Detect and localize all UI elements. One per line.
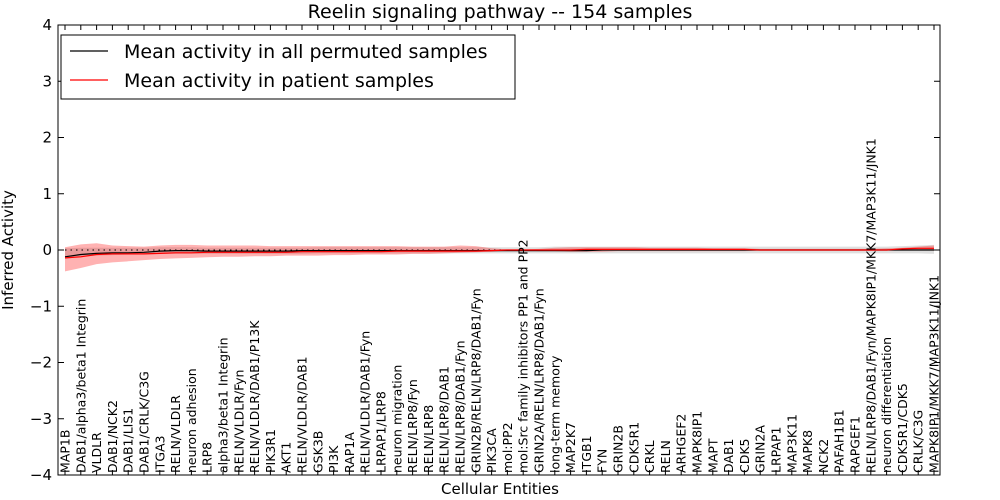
x-category-label: alpha3/beta1 Integrin <box>216 337 231 473</box>
x-category-label: RAPGEF1 <box>848 416 863 473</box>
y-tick-label: 1 <box>42 185 52 203</box>
x-category-label: DAB1/CRLK/C3G <box>137 371 152 473</box>
x-category-label: MAP1B <box>58 430 73 473</box>
x-category-label: GRIN2A/RELN/LRP8/DAB1/Fyn <box>532 288 547 473</box>
x-category-label: GRIN2A <box>753 425 768 473</box>
x-category-label: MAPK8IP1/MKK7/MAP3K11/JNK1 <box>927 275 942 473</box>
x-category-label: AKT1 <box>279 442 294 473</box>
x-category-label: MAPT <box>705 438 720 473</box>
y-tick-label: −2 <box>30 354 52 372</box>
x-category-label: RAP1A <box>342 432 357 473</box>
y-tick-label: 2 <box>42 129 52 147</box>
x-category-label: mol:Src family inhibitors PP1 and PP2 <box>516 239 531 473</box>
y-tick-label: −4 <box>30 466 52 484</box>
x-category-label: FYN <box>595 449 610 473</box>
x-category-label: CDK5R1/CDK5 <box>895 383 910 473</box>
x-category-label: MAPK8IP1 <box>690 411 705 473</box>
x-category-label: LRPAP1 <box>769 427 784 473</box>
x-category-label: PAFAH1B1 <box>832 409 847 473</box>
x-category-label: RELN/LRP8/DAB1/Fyn/MAPK8IP1/MKK7/MAP3K11… <box>863 138 878 473</box>
y-tick-label: 3 <box>42 72 52 90</box>
x-category-label: VLDLR <box>89 432 104 473</box>
x-category-label: ITGB1 <box>579 435 594 473</box>
x-category-label: LRP8 <box>200 442 215 473</box>
series-line-patient <box>64 247 934 259</box>
x-category-label: neuron migration <box>389 365 404 473</box>
x-axis-ticks <box>64 25 935 475</box>
x-category-label: RELN/VLDLR/DAB1 <box>295 356 310 473</box>
x-axis-labels: MAP1B DAB1/alpha3/beta1 Integrin VLDLR DAB1… <box>58 138 942 473</box>
series-lines <box>64 247 934 259</box>
x-category-label: GRIN2B/RELN/LRP8/DAB1/Fyn <box>468 288 483 473</box>
x-category-label: DAB1/LIS1 <box>121 408 136 473</box>
x-category-label: DAB1/NCK2 <box>105 400 120 473</box>
x-category-label: GSK3B <box>310 431 325 473</box>
x-category-label: PIK3R1 <box>263 429 278 473</box>
y-tick-label: −1 <box>30 297 52 315</box>
x-category-label: LRPAP1/LRP8 <box>374 391 389 473</box>
x-category-label: NCK2 <box>816 439 831 473</box>
x-axis-title: Cellular Entities <box>441 480 559 498</box>
x-category-label: GRIN2B <box>611 425 626 473</box>
x-category-label: ITGA3 <box>152 435 167 473</box>
x-category-label: CDK5 <box>737 438 752 473</box>
legend: Mean activity in all permuted samples Me… <box>60 34 516 100</box>
x-category-label: PI3K <box>326 445 341 473</box>
x-category-label: long-term memory <box>547 355 562 473</box>
y-tick-label: 0 <box>42 241 52 259</box>
band-permuted <box>65 244 934 259</box>
x-category-label: mol:PP2 <box>500 422 515 473</box>
x-category-label: RELN <box>658 440 673 473</box>
x-category-label: CDK5R1 <box>626 422 641 473</box>
chart-title: Reelin signaling pathway -- 154 samples <box>308 1 693 23</box>
x-category-label: MAP3K11 <box>784 414 799 473</box>
x-category-label: neuron differentiation <box>879 337 894 473</box>
y-tick-label: −3 <box>30 410 52 428</box>
y-tick-label: 4 <box>42 16 52 34</box>
x-category-label: RELN/LRP8 <box>421 405 436 473</box>
x-category-label: RELN/LRP8/DAB1/Fyn <box>453 340 468 473</box>
x-category-label: ARHGEF2 <box>674 414 689 473</box>
x-category-label: RELN/VLDLR/DAB1/Fyn <box>358 331 373 473</box>
x-category-label: MAP2K7 <box>563 422 578 473</box>
x-category-label: MAPK8 <box>800 430 815 473</box>
x-category-label: RELN/LRP8/DAB1 <box>437 366 452 473</box>
x-category-label: CRKL <box>642 440 657 473</box>
y-axis-ticks: 4 3 2 1 0 −1 −2 −3 −4 <box>30 16 940 484</box>
x-category-label: PIK3CA <box>484 428 499 473</box>
y-axis-title: Inferred Activity <box>0 190 17 310</box>
x-category-label: RELN/VLDLR/Fyn <box>231 370 246 473</box>
x-category-label: CRLK/C3G <box>911 410 926 473</box>
x-category-label: neuron adhesion <box>184 368 199 473</box>
x-category-label: DAB1 <box>721 439 736 474</box>
x-category-label: RELN/LRP8/Fyn <box>405 379 420 473</box>
x-category-label: RELN/VLDLR <box>168 395 183 473</box>
x-category-label: RELN/VLDLR/DAB1/P13K <box>247 320 262 473</box>
legend-label-permuted: Mean activity in all permuted samples <box>124 41 487 63</box>
legend-box <box>60 34 516 100</box>
legend-label-patient: Mean activity in patient samples <box>124 70 434 92</box>
x-category-label: DAB1/alpha3/beta1 Integrin <box>73 299 88 473</box>
confidence-bands <box>65 243 934 272</box>
plot-frame <box>57 24 941 476</box>
